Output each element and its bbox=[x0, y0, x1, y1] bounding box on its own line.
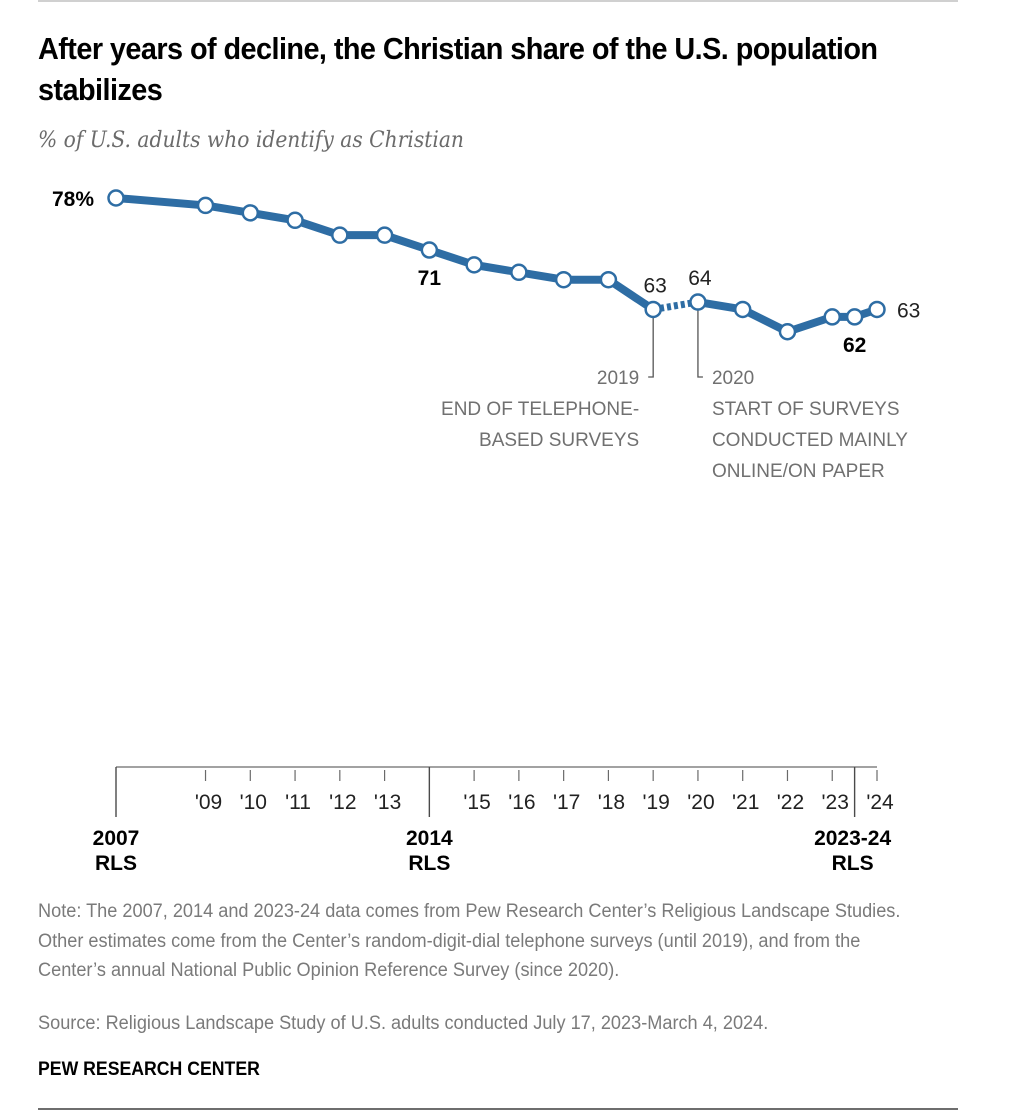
data-point bbox=[420, 241, 439, 259]
x-major-tick-label: 2007 bbox=[93, 827, 140, 850]
annotation-text: ONLINE/ON PAPER bbox=[712, 461, 885, 482]
chart-title: After years of decline, the Christian sh… bbox=[38, 31, 878, 107]
data-label: 62 bbox=[843, 334, 866, 357]
line-chart: 2019 END OF TELEPHONE- BASED SURVEYS 2020 ST… bbox=[52, 188, 920, 875]
data-label: 71 bbox=[418, 267, 442, 290]
annotation-year: 2020 bbox=[712, 368, 754, 389]
x-tick-label: '23 bbox=[822, 791, 849, 814]
x-major-tick-label: RLS bbox=[95, 852, 137, 875]
x-axis: '09 '10 '11 '12 '13 '15 '16 '17 '18 '19 '20 '21 '22 '… bbox=[93, 766, 894, 875]
x-tick-label: '11 bbox=[285, 791, 311, 814]
data-labels: 78% 71 63 64 62 63 bbox=[52, 188, 920, 357]
x-major-tick-label: 2014 bbox=[406, 827, 453, 850]
data-point bbox=[331, 226, 349, 244]
data-point bbox=[107, 189, 125, 207]
data-point bbox=[286, 211, 304, 230]
x-tick-label: '21 bbox=[732, 791, 759, 814]
x-major-tick-label: RLS bbox=[408, 852, 450, 875]
x-tick-label: '18 bbox=[598, 791, 625, 814]
annotation-text: END OF TELEPHONE- bbox=[441, 399, 639, 420]
data-point bbox=[599, 270, 618, 289]
annotation-leader-line bbox=[697, 310, 703, 378]
x-tick-label: '19 bbox=[642, 791, 669, 814]
data-point bbox=[733, 300, 752, 319]
annotation-year: 2019 bbox=[597, 368, 639, 389]
data-label: 63 bbox=[897, 299, 920, 322]
data-point bbox=[868, 300, 886, 319]
data-point bbox=[510, 263, 528, 282]
x-tick-label: '12 bbox=[329, 791, 356, 814]
bottom-rule bbox=[38, 1108, 958, 1110]
x-tick-label: '20 bbox=[687, 791, 714, 814]
data-point bbox=[375, 226, 394, 244]
brand-logo-text: PEW RESEARCH CENTER bbox=[38, 1059, 260, 1080]
annotation-leader-line bbox=[648, 317, 654, 378]
data-point bbox=[465, 256, 483, 274]
data-point bbox=[241, 204, 260, 222]
data-point bbox=[778, 322, 797, 341]
data-point bbox=[689, 293, 707, 311]
data-point bbox=[823, 308, 841, 326]
data-label: 78% bbox=[52, 188, 94, 211]
annotation-text: CONDUCTED MAINLY bbox=[712, 430, 908, 451]
annotation-text: BASED SURVEYS bbox=[479, 430, 639, 451]
top-rule bbox=[38, 0, 958, 2]
data-point bbox=[196, 196, 215, 215]
data-point bbox=[845, 308, 864, 326]
source-note: Source: Religious Landscape Study of U.S… bbox=[38, 1013, 769, 1034]
data-point bbox=[644, 300, 662, 319]
footnote: Note: The 2007, 2014 and 2023-24 data co… bbox=[38, 901, 901, 981]
series-points bbox=[107, 189, 886, 341]
x-tick-label: '17 bbox=[553, 791, 580, 814]
x-major-tick-label: RLS bbox=[832, 852, 874, 875]
x-tick-label: '13 bbox=[374, 791, 401, 814]
annotations: 2019 END OF TELEPHONE- BASED SURVEYS 2020 ST… bbox=[441, 310, 908, 482]
annotation-text: START OF SURVEYS bbox=[712, 399, 900, 420]
chart-subtitle: % of U.S. adults who identify as Christi… bbox=[38, 128, 464, 153]
x-tick-label: '09 bbox=[195, 791, 222, 814]
x-major-tick-label: 2023-24 bbox=[814, 827, 891, 850]
x-tick-label: '22 bbox=[777, 791, 804, 814]
x-tick-label: '24 bbox=[866, 791, 894, 814]
data-point bbox=[554, 270, 573, 289]
data-label: 63 bbox=[643, 274, 666, 297]
series-lines bbox=[115, 194, 879, 336]
series-line-solid-0 bbox=[115, 194, 656, 313]
data-label: 64 bbox=[688, 267, 712, 290]
x-tick-label: '16 bbox=[508, 791, 535, 814]
x-tick-label: '15 bbox=[463, 791, 490, 814]
x-tick-label: '10 bbox=[240, 791, 267, 814]
